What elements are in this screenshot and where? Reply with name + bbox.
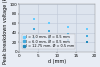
Point — [67, 40, 69, 41]
Point — [86, 41, 88, 42]
Point — [33, 28, 35, 29]
Point — [48, 38, 50, 39]
Point — [48, 23, 50, 24]
Point — [86, 35, 88, 36]
Y-axis label: Peak breakdown voltage (kV): Peak breakdown voltage (kV) — [3, 0, 8, 64]
Point — [33, 37, 35, 38]
Point — [33, 18, 35, 19]
Point — [86, 29, 88, 30]
Legend: l = 3.0 mm, Ø = 0.5 mm, l = 6.0 mm, Ø = 0.5 mm, l = 12.75 mm, Ø = 0.5 mm: l = 3.0 mm, Ø = 0.5 mm, l = 6.0 mm, Ø = … — [22, 34, 75, 49]
X-axis label: d (mm): d (mm) — [48, 59, 66, 64]
Point — [67, 27, 69, 28]
Point — [67, 33, 69, 34]
Point — [48, 31, 50, 32]
